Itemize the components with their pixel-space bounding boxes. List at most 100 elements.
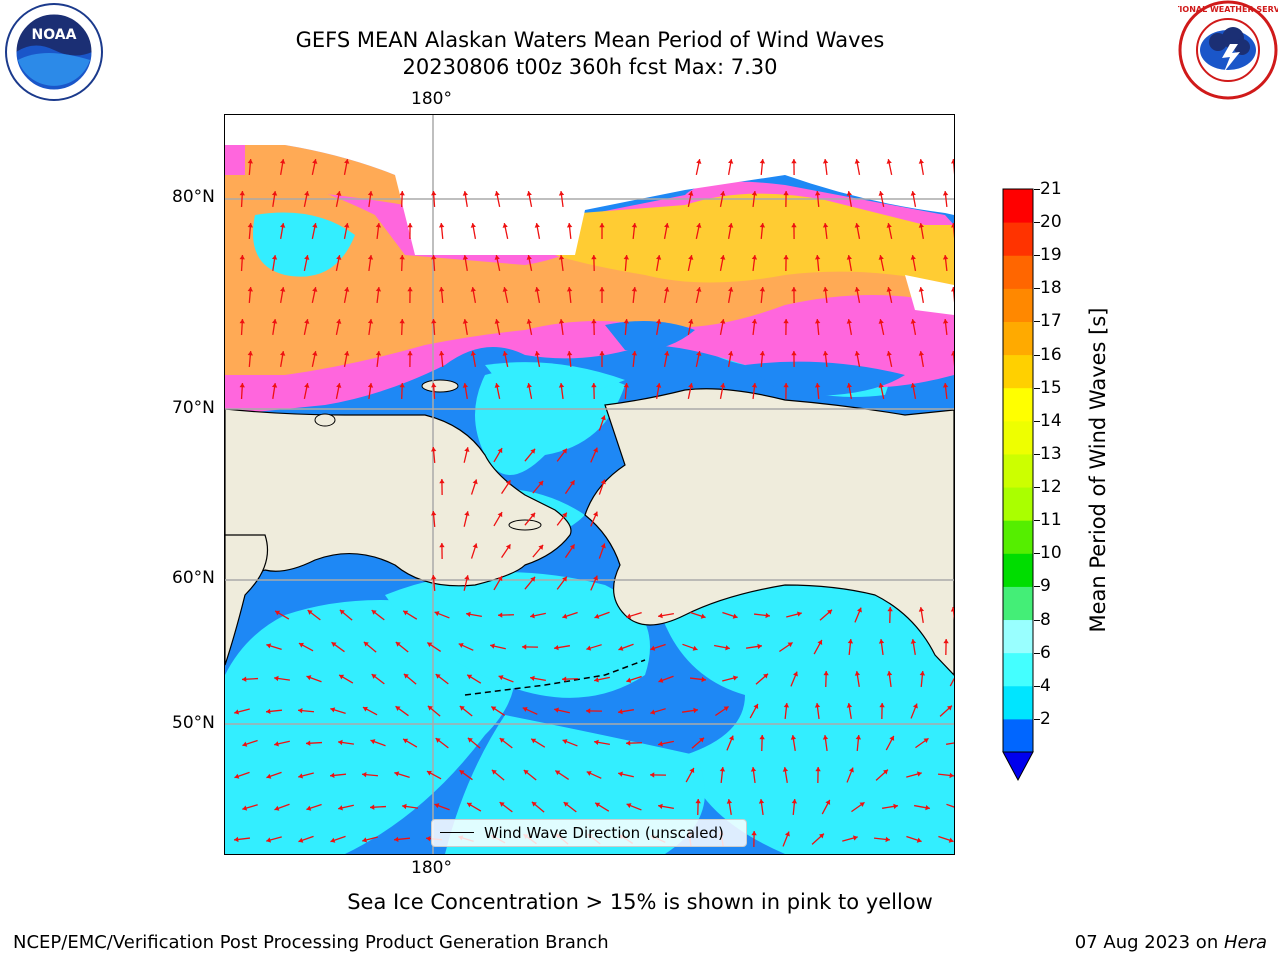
wind-wave-arrow — [371, 673, 385, 685]
wind-wave-arrow — [722, 675, 738, 682]
wind-wave-arrow — [906, 835, 922, 843]
wind-wave-arrow — [878, 191, 885, 207]
wind-wave-arrow — [303, 255, 310, 271]
map-svg — [225, 115, 954, 854]
wind-wave-arrow — [498, 675, 514, 683]
wind-wave-arrow — [526, 383, 533, 399]
wind-wave-arrow — [886, 670, 893, 688]
wind-wave-arrow — [594, 611, 610, 619]
wind-wave-arrow — [522, 707, 538, 715]
wind-wave-arrow — [554, 770, 570, 780]
wind-wave-arrow — [951, 286, 954, 303]
wind-wave-arrow — [594, 739, 610, 746]
wind-wave-arrow — [458, 643, 474, 651]
colorbar-segment — [1003, 321, 1033, 356]
wind-wave-arrow — [431, 382, 437, 400]
wind-wave-arrow — [687, 383, 694, 399]
wind-wave-arrow — [266, 643, 282, 650]
wind-wave-arrow — [556, 576, 568, 590]
wind-wave-arrow — [658, 740, 674, 747]
wind-wave-arrow — [338, 674, 354, 684]
wind-wave-arrow — [937, 772, 954, 779]
wind-wave-arrow — [298, 835, 314, 843]
wind-wave-arrow — [790, 734, 797, 752]
wind-wave-arrow — [791, 350, 797, 368]
wind-wave-arrow — [558, 190, 565, 208]
wind-wave-arrow — [266, 771, 282, 779]
wind-wave-arrow — [462, 190, 469, 208]
wind-wave-arrow — [558, 254, 565, 272]
wind-wave-arrow — [499, 801, 513, 813]
wind-wave-arrow — [234, 708, 250, 715]
wind-wave-arrow — [343, 351, 350, 367]
wind-wave-arrow — [426, 642, 442, 652]
wind-wave-arrow — [586, 644, 602, 651]
wind-wave-arrow — [847, 638, 854, 656]
wind-wave-arrow — [561, 676, 579, 682]
footer-host: Hera — [1223, 932, 1267, 953]
wind-wave-arrow — [681, 707, 699, 714]
wind-wave-arrow — [846, 191, 853, 207]
latitude-label-50n: 50°N — [172, 713, 215, 733]
footer-date-text: 07 Aug 2023 on — [1074, 932, 1224, 953]
legend-label: Wind Wave Direction (unscaled) — [484, 824, 724, 842]
wind-wave-arrow — [273, 675, 291, 682]
wind-wave-arrow — [886, 159, 893, 175]
colorbar-tick-mark — [1034, 420, 1040, 422]
wind-wave-arrow — [497, 612, 515, 618]
colorbar-tick-mark — [1034, 487, 1040, 489]
wind-wave-arrow — [658, 612, 674, 619]
wind-wave-arrow — [687, 319, 694, 335]
wind-wave-arrow — [822, 222, 829, 240]
wind-wave-arrow — [938, 835, 954, 843]
colorbar-segment — [1003, 453, 1033, 488]
wind-wave-arrow — [242, 739, 258, 747]
wind-wave-arrow — [311, 351, 318, 367]
wind-wave-arrow — [821, 799, 831, 815]
wind-wave-arrow — [854, 287, 861, 303]
wind-wave-arrow — [431, 318, 437, 336]
wind-wave-arrow — [438, 350, 445, 368]
wind-wave-arrow — [791, 222, 797, 240]
wind-wave-arrow — [524, 512, 536, 526]
colorbar-tick-label: 9 — [1040, 576, 1051, 597]
wind-wave-arrow — [878, 319, 885, 335]
wind-wave-arrow — [822, 734, 829, 752]
wind-wave-arrow — [556, 512, 568, 526]
wind-wave-arrow — [594, 802, 610, 812]
wind-wave-arrow — [280, 287, 286, 303]
wind-wave-arrow — [663, 223, 670, 239]
wind-wave-arrow — [782, 766, 789, 784]
wind-wave-arrow — [462, 318, 469, 336]
map-legend: Wind Wave Direction (unscaled) — [431, 819, 747, 847]
wind-wave-arrow — [274, 610, 290, 620]
wind-wave-arrow — [298, 642, 314, 652]
wind-wave-arrow — [626, 612, 642, 619]
wind-wave-arrow — [599, 350, 605, 368]
wind-wave-arrow — [395, 641, 409, 653]
wind-wave-arrow — [247, 350, 253, 368]
colorbar-tick-mark — [1034, 652, 1040, 654]
noaa-logo-text: NOAA — [32, 27, 77, 43]
wind-wave-arrow — [791, 798, 798, 816]
wind-wave-arrow — [563, 801, 577, 813]
wind-wave-arrow — [623, 318, 629, 336]
wind-wave-arrow — [599, 286, 605, 304]
wind-wave-arrow — [335, 383, 342, 399]
wind-wave-arrow — [343, 287, 350, 303]
wind-wave-arrow — [951, 158, 954, 175]
wind-wave-arrow — [719, 191, 726, 207]
wind-wave-arrow — [751, 318, 758, 336]
wind-wave-arrow — [759, 222, 766, 240]
wind-wave-arrow — [585, 708, 603, 714]
wind-wave-arrow — [375, 350, 382, 368]
wind-wave-arrow — [493, 575, 503, 591]
wind-wave-arrow — [631, 350, 638, 368]
wind-wave-arrow — [722, 611, 738, 619]
wind-wave-arrow — [618, 771, 634, 778]
wind-wave-arrow — [650, 643, 666, 651]
longitude-label-bottom: 180° — [411, 858, 452, 878]
wind-wave-arrow — [521, 644, 539, 650]
colorbar-tick-mark — [1034, 685, 1040, 687]
colorbar-tick-mark — [1034, 553, 1040, 555]
